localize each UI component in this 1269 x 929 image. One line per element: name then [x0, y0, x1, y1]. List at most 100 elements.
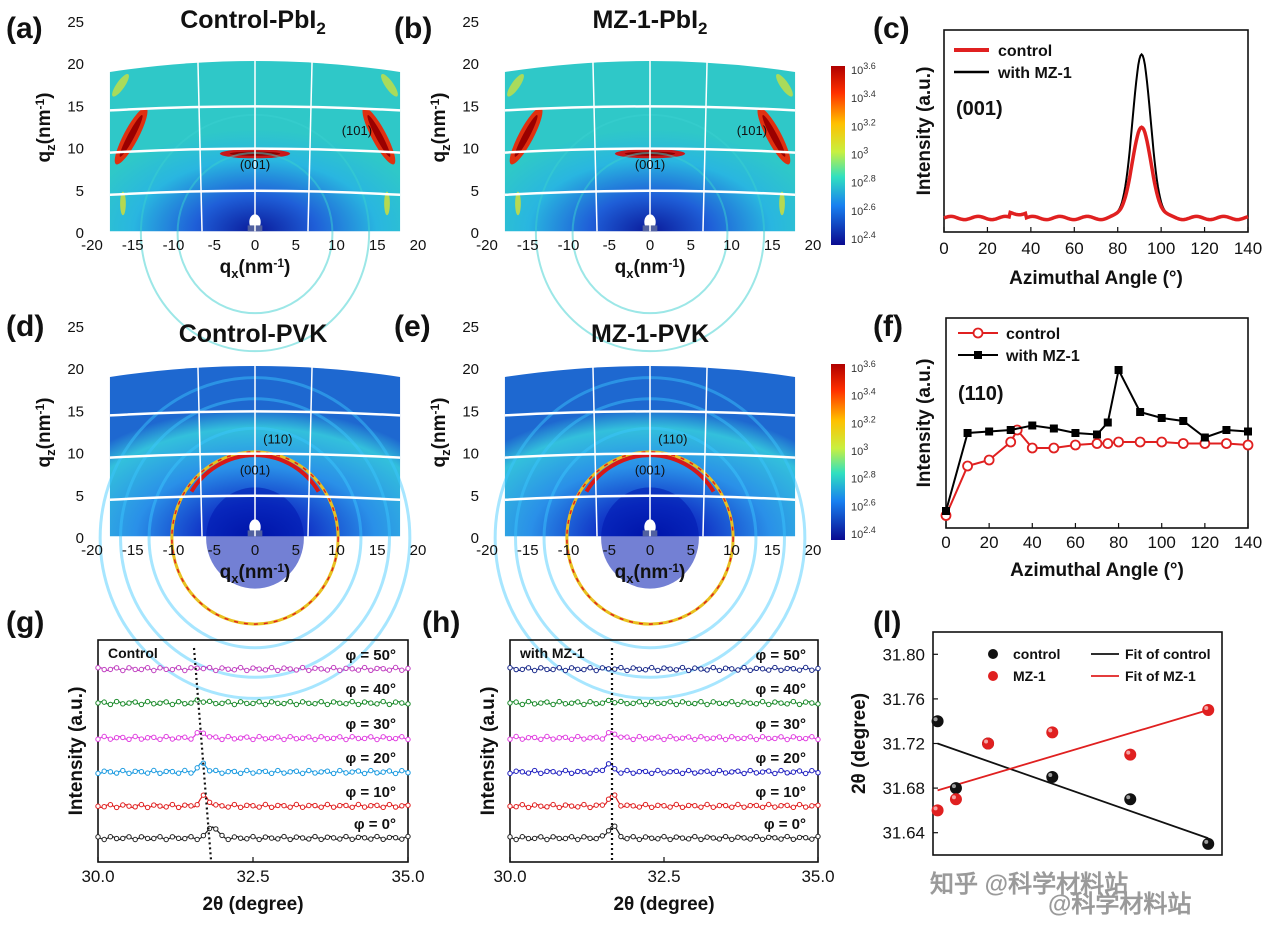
- data-point: [809, 700, 815, 706]
- data-point: [355, 768, 362, 774]
- data-point: [268, 735, 275, 741]
- data-point: [636, 733, 643, 740]
- data-point: [562, 767, 569, 774]
- data-point: [262, 801, 269, 808]
- data-point: [206, 734, 213, 740]
- data-point: [642, 667, 649, 673]
- data-point: [648, 735, 655, 741]
- data-point: [275, 767, 281, 774]
- ring-110-dots: [171, 451, 339, 625]
- y-axis-label: Intensity (a.u.): [66, 687, 87, 816]
- grid-line: [197, 366, 203, 537]
- data-point: [405, 665, 411, 672]
- data-point: [225, 804, 231, 810]
- data-point: [151, 767, 157, 774]
- data-point: [949, 782, 962, 795]
- data-point: [312, 802, 318, 809]
- grid-line: [197, 61, 203, 232]
- data-point: [318, 804, 324, 810]
- data-point: [113, 804, 120, 811]
- data-point: [661, 803, 667, 809]
- y-tick-label: 5: [76, 488, 84, 505]
- data-point: [138, 834, 145, 840]
- data-point: [188, 803, 194, 809]
- data-point: [796, 834, 803, 841]
- data-point: [575, 666, 581, 673]
- legend-label: control: [998, 43, 1052, 60]
- peak-annotation: (001): [956, 98, 1003, 120]
- data-point: [599, 736, 606, 742]
- data-point: [275, 734, 281, 740]
- data-point: [380, 734, 386, 740]
- data-point: [343, 833, 349, 840]
- peak-arc: [120, 191, 126, 216]
- panel-f: (f) 0 20 40 60 80 100 120 140 Azimuthal Angle (°)…: [873, 310, 1262, 581]
- data-point: [538, 665, 544, 671]
- data-point: [1136, 408, 1145, 416]
- data-point: [513, 768, 519, 774]
- annotation-101: (101): [737, 123, 767, 138]
- data-point: [144, 698, 151, 705]
- data-point: [519, 834, 526, 840]
- data-point: [778, 667, 784, 674]
- data-point: [575, 699, 581, 705]
- panel-label: (a): [6, 12, 43, 45]
- series-line-control: [943, 125, 1249, 222]
- data-point: [815, 833, 821, 840]
- data-point: [262, 736, 269, 742]
- x-tick-label: 5: [292, 237, 300, 254]
- y-axis-label: qz(nm-1): [428, 93, 453, 163]
- data-point: [138, 736, 145, 742]
- data-point: [120, 667, 126, 674]
- data-point: [405, 802, 411, 808]
- data-point: [747, 667, 753, 674]
- data-point: [790, 836, 797, 843]
- data-point: [219, 803, 225, 809]
- legend-marker: [974, 351, 982, 359]
- plot-frame: [943, 29, 1249, 233]
- data-point: [519, 736, 526, 742]
- data-point: [225, 699, 231, 705]
- data-point: [612, 700, 618, 706]
- data-point: [612, 666, 618, 672]
- data-point: [642, 834, 649, 840]
- data-point: [399, 667, 405, 673]
- data-point: [599, 665, 606, 671]
- data-point: [722, 736, 729, 743]
- data-point: [562, 701, 569, 707]
- grid-line: [702, 61, 708, 232]
- data-point: [575, 804, 581, 810]
- data-point: [648, 804, 655, 811]
- data-point: [1202, 704, 1215, 717]
- data-point: [244, 802, 250, 809]
- data-point: [581, 834, 587, 840]
- data-point: [673, 801, 680, 808]
- data-point: [802, 804, 809, 810]
- data-point: [380, 698, 386, 705]
- data-point: [299, 835, 306, 841]
- fit-line: [937, 709, 1209, 792]
- data-point: [624, 734, 630, 740]
- data-point: [581, 701, 587, 708]
- data-point: [275, 836, 281, 842]
- data-point: [213, 767, 219, 774]
- x-tick-label: -10: [163, 237, 185, 254]
- panel-e: (e) MZ-1-PVK (110) (001) -20 -15 -10 -5 0 5 10 15 20…: [394, 310, 876, 700]
- data-point: [642, 768, 649, 775]
- data-point: [132, 733, 138, 740]
- data-point: [568, 736, 575, 743]
- data-point: [126, 736, 132, 743]
- panel-label: (f): [873, 310, 903, 343]
- data-point: [983, 454, 995, 466]
- y-tick-label: 15: [462, 403, 479, 420]
- data-point: [163, 836, 169, 843]
- data-point: [636, 804, 643, 810]
- data-point: [256, 769, 262, 775]
- peak-arc: [381, 73, 398, 97]
- data-point: [275, 700, 281, 707]
- data-point: [120, 701, 126, 707]
- colorbar-tick-label: 102.6: [851, 202, 876, 218]
- data-point: [200, 792, 207, 798]
- data-point: [550, 769, 556, 775]
- data-point: [182, 835, 188, 842]
